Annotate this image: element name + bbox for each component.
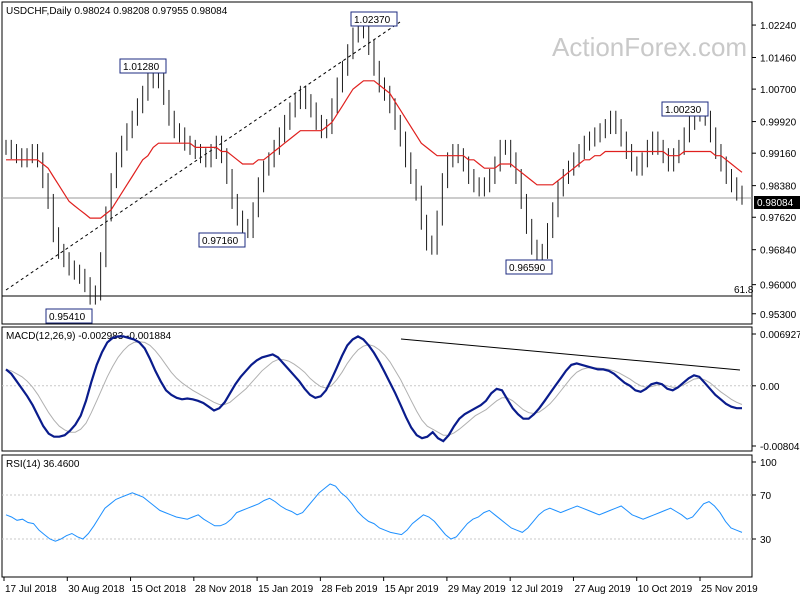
macd-signal-line <box>5 341 743 436</box>
rsi-title: RSI(14) 36.4600 <box>6 459 80 470</box>
x-tick-label: 30 Aug 2018 <box>68 584 125 595</box>
annotation-label: 0.96590 <box>509 263 546 274</box>
macd-trend-line <box>400 338 741 371</box>
macd-frame <box>1 326 753 452</box>
x-tick-label: 25 Nov 2019 <box>701 584 758 595</box>
price-frame <box>1 1 753 325</box>
annotation-label: 1.02370 <box>354 15 391 26</box>
y-tick-label: 70 <box>760 491 772 502</box>
x-tick-label: 10 Oct 2019 <box>638 584 693 595</box>
y-tick-label: 100 <box>760 458 777 469</box>
y-tick-label: 1.02240 <box>760 21 797 32</box>
x-axis: 17 Jul 2018 30 Aug 2018 15 Oct 2018 28 Nov … <box>2 576 758 595</box>
x-tick-label: 12 Jul 2019 <box>511 584 563 595</box>
x-tick-label: 15 Oct 2018 <box>132 584 187 595</box>
annotation-0-9541: 0.95410 <box>45 308 93 324</box>
y-tick-label: 0.97620 <box>760 213 797 224</box>
y-tick-label: 0.99160 <box>760 149 797 160</box>
annotation-1-0237: 1.02370 <box>350 11 398 27</box>
moving-average-line <box>6 80 743 219</box>
last-price-label: 0.98084 <box>757 198 794 209</box>
price-candles <box>5 15 743 305</box>
watermark: ActionForex.com <box>552 32 747 62</box>
y-tick-label: 0.99920 <box>760 118 797 129</box>
y-tick-label: 0.95300 <box>760 310 797 321</box>
macd-panel: MACD(12,26,9) -0.002983 -0.001884 0.0069… <box>1 326 800 453</box>
annotation-label: 0.95410 <box>49 312 86 323</box>
x-tick-label: 15 Jan 2019 <box>258 584 313 595</box>
annotation-1-0128: 1.01280 <box>119 58 167 74</box>
macd-line <box>5 335 742 443</box>
x-tick-label: 27 Aug 2019 <box>574 584 631 595</box>
annotation-label: 1.01280 <box>123 62 160 73</box>
fib-label: 61.8 <box>734 285 754 296</box>
annotation-0-9716: 0.97160 <box>198 232 246 248</box>
uptrend-line <box>5 21 401 291</box>
rsi-line <box>5 483 743 542</box>
x-tick-label: 28 Nov 2018 <box>195 584 252 595</box>
annotation-label: 1.00230 <box>665 105 702 116</box>
macd-title: MACD(12,26,9) -0.002983 -0.001884 <box>6 331 172 342</box>
x-tick-label: 29 May 2019 <box>448 584 506 595</box>
y-tick-label: 30 <box>760 535 772 546</box>
rsi-y-axis: 100 70 30 <box>752 458 777 546</box>
price-y-axis: 1.02240 1.01460 1.00700 0.99920 0.99160 0.983… <box>752 21 797 321</box>
annotation-1-0023: 1.00230 <box>661 101 709 117</box>
y-tick-label: -0.008049 <box>760 442 800 453</box>
x-tick-label: 28 Feb 2019 <box>321 584 378 595</box>
y-tick-label: 0.96000 <box>760 281 797 292</box>
price-title: USDCHF,Daily 0.98024 0.98208 0.97955 0.9… <box>6 6 228 17</box>
price-panel: USDCHF,Daily 0.98024 0.98208 0.97955 0.9… <box>1 1 800 325</box>
y-tick-label: 0.98380 <box>760 182 797 193</box>
annotation-0-9659: 0.96590 <box>505 259 553 275</box>
annotation-label: 0.97160 <box>202 236 239 247</box>
last-price-tag: 0.98084 <box>754 196 800 209</box>
y-tick-label: 0.00 <box>760 382 780 393</box>
y-tick-label: 1.00700 <box>760 85 797 96</box>
macd-y-axis: 0.006927 0.00 -0.008049 <box>752 330 800 453</box>
y-tick-label: 0.96840 <box>760 246 797 257</box>
x-tick-label: 17 Jul 2018 <box>5 584 57 595</box>
x-tick-label: 15 Apr 2019 <box>385 584 439 595</box>
y-tick-label: 0.006927 <box>760 330 800 341</box>
y-tick-label: 1.01460 <box>760 54 797 65</box>
